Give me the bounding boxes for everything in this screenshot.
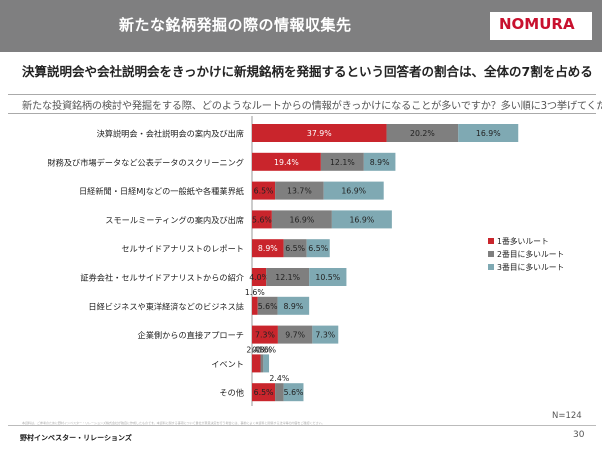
category-label: 日経新聞・日経MJなどの一般紙や各種業界紙 [79, 186, 244, 196]
footer-company: 野村インベスター・リレーションズ [20, 434, 132, 442]
data-label: 19.4% [274, 158, 299, 167]
question-bar [8, 94, 596, 114]
page-title: 新たな銘柄発掘の際の情報収集先 [119, 16, 352, 34]
bar-segment [252, 124, 387, 142]
legend-label: 2番目に多いルート [497, 249, 564, 259]
disclaimer-note: 本資料は、ご参考のために野村インベスター・リレーションズ株式会社が独自に作成した… [22, 421, 325, 425]
data-label: 5.6% [252, 215, 272, 224]
legend-swatch [488, 238, 494, 244]
data-label: 6.5% [254, 388, 274, 397]
bar-segment [275, 181, 324, 200]
category-label: その他 [219, 388, 244, 398]
bar-segment [252, 152, 321, 171]
data-label: 10.5% [315, 273, 340, 282]
data-label: 20.2% [410, 129, 435, 138]
data-label: 16.9% [349, 215, 374, 224]
category-label: イベント [211, 359, 244, 369]
data-label: 4.0% [249, 273, 269, 282]
sample-size: N=124 [552, 411, 582, 421]
bar-segment [458, 124, 519, 142]
data-label: 8.9% [258, 244, 278, 253]
bar-segment [306, 239, 330, 258]
bar-segment [252, 296, 258, 315]
stacked-bar-chart: 決算説明会・会社説明会の案内及び出席 37.9% 20.2% 16.9% 財務及び市場デ… [47, 116, 564, 406]
data-label: 6.5% [254, 187, 274, 196]
bar-segment [277, 296, 310, 315]
bar-segment [309, 268, 347, 286]
nomura-logo: NOMURA [499, 15, 575, 33]
data-label: 2.4% [246, 345, 266, 354]
bar-segment [271, 210, 332, 229]
category-label: 日経ビジネスや東洋経済などのビジネス誌 [88, 301, 244, 311]
data-label: 16.9% [341, 187, 366, 196]
category-label: 決算説明会・会社説明会の案内及び出席 [97, 129, 244, 139]
bar-segment [283, 383, 304, 402]
bar-segment [331, 210, 392, 229]
bar-segment [363, 152, 396, 171]
question-text: 新たな投資銘柄の検討や発掘をする際、どのようなルートからの情報がきっかけになるこ… [22, 101, 602, 112]
bar-segment [320, 152, 364, 171]
legend-swatch [488, 251, 494, 257]
bar-segment [263, 354, 270, 373]
legend-label: 1番多いルート [497, 236, 549, 246]
footer-divider [8, 425, 596, 426]
category-label: 企業側からの直接アプローチ [138, 330, 244, 340]
data-label: 7.3% [255, 331, 275, 340]
data-label: 12.1% [275, 273, 300, 282]
data-label: 16.9% [476, 129, 501, 138]
data-label: 1.6% [256, 345, 276, 354]
bar-segment [252, 181, 276, 200]
data-label: 37.9% [307, 129, 332, 138]
bar-segment [323, 181, 384, 200]
data-label: 12.1% [330, 158, 355, 167]
bar-segment [283, 239, 307, 258]
category-label: 証券会社・セルサイドアナリストからの紹介 [80, 273, 244, 283]
category-label: 財務及び市場データなど公表データのスクリーニング [47, 157, 244, 167]
headline: 決算説明会や会社説明会をきっかけに新規銘柄を発掘するという回答者の割合は、全体の… [22, 64, 593, 79]
bar-segment [252, 210, 272, 229]
data-label: 6.5% [285, 244, 305, 253]
bar-segment [257, 296, 278, 315]
bar-segment [252, 325, 278, 344]
data-label: 5.6% [284, 388, 304, 397]
category-label: セルサイドアナリストのレポート [121, 244, 244, 254]
page-number: 30 [573, 430, 585, 440]
data-label: 8.9% [283, 302, 303, 311]
bar-segment [260, 354, 264, 373]
bar-segment [266, 268, 310, 286]
bar-segment [252, 239, 284, 258]
data-label: 1.6% [245, 288, 265, 297]
data-label: 5.6% [258, 302, 278, 311]
data-label: 16.9% [289, 215, 314, 224]
bar-segment [312, 325, 339, 344]
data-label: 2.4% [269, 374, 289, 383]
legend-swatch [488, 264, 494, 270]
bar-segment [386, 124, 459, 142]
bar-segment [252, 268, 267, 286]
bar-segment [275, 383, 284, 402]
bar-segment [252, 383, 276, 402]
category-label: スモールミーティングの案内及び出席 [105, 215, 244, 225]
logo-box [490, 12, 592, 40]
legend-label: 3番目に多いルート [497, 262, 564, 272]
data-label: 13.7% [287, 187, 312, 196]
data-label: 6.5% [308, 244, 328, 253]
data-label: 8.9% [370, 158, 390, 167]
data-label: 7.3% [315, 331, 335, 340]
data-label: 0.8% [252, 345, 272, 354]
bar-segment [277, 325, 313, 344]
data-label: 9.7% [285, 331, 305, 340]
bar-segment [252, 354, 261, 373]
